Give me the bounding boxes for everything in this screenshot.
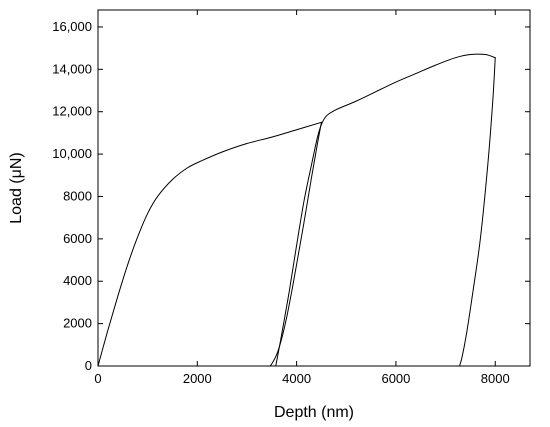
y-axis-title: Load (μN) [8,152,25,223]
x-tick-label: 0 [94,371,101,386]
x-axis-ticks: 0 2000 4000 6000 8000 [94,10,510,386]
x-tick-label: 6000 [381,371,410,386]
x-tick-label: 2000 [183,371,212,386]
series-line-1 [97,121,322,367]
y-tick-label: 10,000 [52,146,92,161]
y-tick-label: 0 [85,358,92,373]
x-axis-title: Depth (nm) [274,404,354,421]
x-tick-label: 8000 [481,371,510,386]
y-tick-label: 4000 [63,273,92,288]
y-tick-label: 16,000 [52,19,92,34]
series-line-2 [269,121,322,367]
plot-frame [97,9,531,367]
y-tick-label: 8000 [63,188,92,203]
y-axis-ticks: 0 2000 4000 6000 8000 10,000 12,000 14,000 16,00… [52,19,530,373]
x-tick-label: 4000 [282,371,311,386]
y-tick-label: 6000 [63,231,92,246]
series-line-4 [458,57,496,367]
series-line-3 [275,53,496,367]
y-tick-label: 12,000 [52,104,92,119]
series-layer [97,53,496,367]
y-tick-label: 2000 [63,316,92,331]
y-tick-label: 14,000 [52,61,92,76]
